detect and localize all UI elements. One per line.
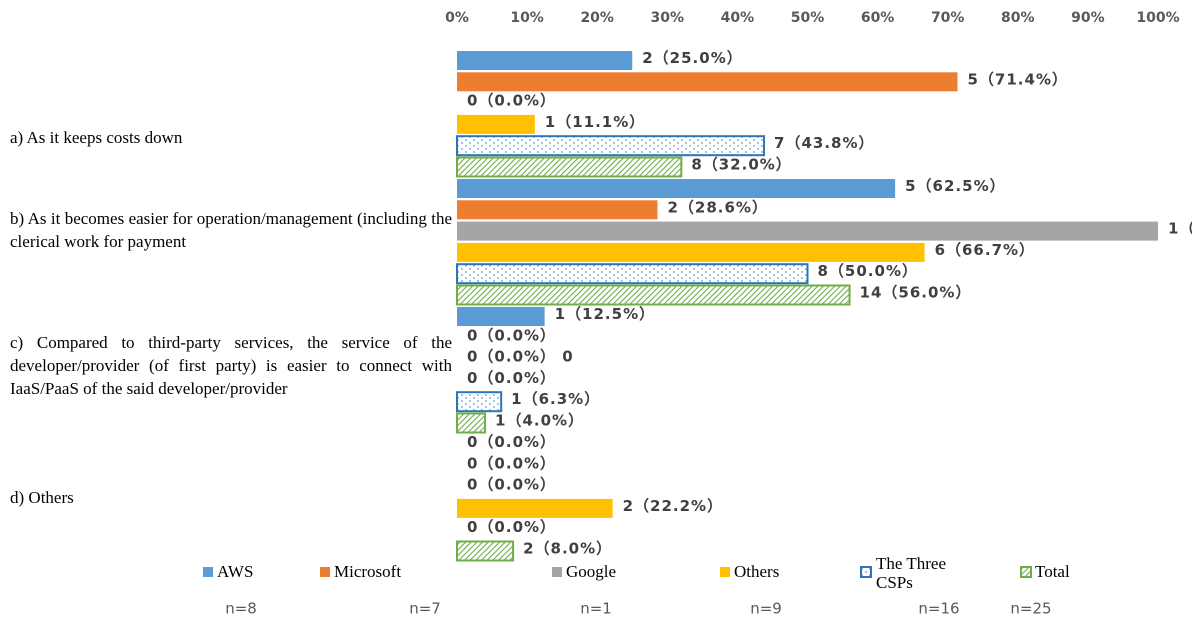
data-label: 8（50.0%） xyxy=(818,262,918,280)
legend-swatch xyxy=(720,567,730,577)
legend-swatch xyxy=(320,567,330,577)
bar xyxy=(457,307,545,326)
data-label: 2（22.2%） xyxy=(623,497,723,515)
x-tick-label: 10% xyxy=(510,10,544,26)
data-label: 0（0.0%） xyxy=(467,454,556,472)
bar xyxy=(457,51,633,70)
x-tick-label: 30% xyxy=(651,10,685,26)
data-label: 2（8.0%） xyxy=(523,540,612,558)
data-label: 0（0.0%） xyxy=(467,326,556,344)
data-label: 7（43.8%） xyxy=(774,134,874,152)
legend-swatch xyxy=(203,567,213,577)
data-label: 0（0.0%） xyxy=(467,518,556,536)
bar xyxy=(456,135,766,157)
sample-size: n=8 xyxy=(225,600,257,618)
bar xyxy=(457,72,958,92)
bar xyxy=(456,284,851,306)
legend-label: Others xyxy=(734,562,779,581)
x-tick-label: 50% xyxy=(791,10,825,26)
data-label: 0（0.0%） xyxy=(467,369,556,387)
legend-label: The Three CSPs xyxy=(876,554,946,592)
sample-size: n=16 xyxy=(918,600,959,618)
bar xyxy=(457,221,1158,241)
legend-label: AWS xyxy=(217,562,253,581)
x-tick-label: 90% xyxy=(1071,10,1105,26)
data-label: 1（11.1%） xyxy=(545,113,645,131)
legend-swatch xyxy=(552,567,562,577)
legend-label: Total xyxy=(1035,562,1070,581)
legend-swatch xyxy=(860,566,872,578)
sample-size: n=25 xyxy=(1010,600,1051,618)
x-tick-label: 80% xyxy=(1001,10,1035,26)
x-tick-label: 100% xyxy=(1136,10,1179,26)
legend-label: Google xyxy=(566,562,616,581)
bar xyxy=(456,412,487,434)
x-tick-label: 0% xyxy=(445,10,469,26)
x-tick-label: 60% xyxy=(861,10,895,26)
data-label: 14（56.0%） xyxy=(860,284,972,302)
legend-swatch xyxy=(1020,566,1032,578)
data-label: 1（4.0%） xyxy=(495,412,584,430)
data-label: 8（32.0%） xyxy=(691,156,791,174)
x-tick-label: 70% xyxy=(931,10,965,26)
category-label: a) As it keeps costs down xyxy=(10,128,183,147)
x-tick-label: 20% xyxy=(580,10,614,26)
category-label: c) Compared to third-party services, the… xyxy=(10,333,452,398)
bar xyxy=(456,540,515,562)
bar xyxy=(457,114,535,134)
category-label: d) Others xyxy=(10,488,74,507)
bar xyxy=(456,263,809,285)
data-label: 1（12.5%） xyxy=(555,305,655,323)
bar xyxy=(457,179,896,198)
category-label: b) As it becomes easier for operation/ma… xyxy=(10,209,452,251)
data-label: 0（0.0%） xyxy=(467,476,556,494)
bar xyxy=(457,242,925,262)
data-label: 2（25.0%） xyxy=(642,49,742,67)
bar xyxy=(457,498,613,518)
sample-size: n=1 xyxy=(580,600,612,618)
legend-label: Microsoft xyxy=(334,562,401,581)
data-label: 5（62.5%） xyxy=(905,177,1005,195)
data-label: 0（0.0%） xyxy=(467,433,556,451)
data-label: 1（6.3%） xyxy=(511,390,600,408)
data-label: 6（66.7%） xyxy=(935,241,1035,259)
data-label: 5（71.4%） xyxy=(968,70,1068,88)
data-label: 0（0.0%） 0 xyxy=(467,348,574,366)
data-label: 1（100%） xyxy=(1168,220,1192,238)
bar xyxy=(456,391,503,413)
data-label: 2（28.6%） xyxy=(667,198,767,216)
sample-size: n=9 xyxy=(750,600,782,618)
x-tick-label: 40% xyxy=(721,10,755,26)
bar xyxy=(456,156,683,178)
data-label: 0（0.0%） xyxy=(467,92,556,110)
bar xyxy=(457,200,658,220)
sample-size: n=7 xyxy=(409,600,441,618)
